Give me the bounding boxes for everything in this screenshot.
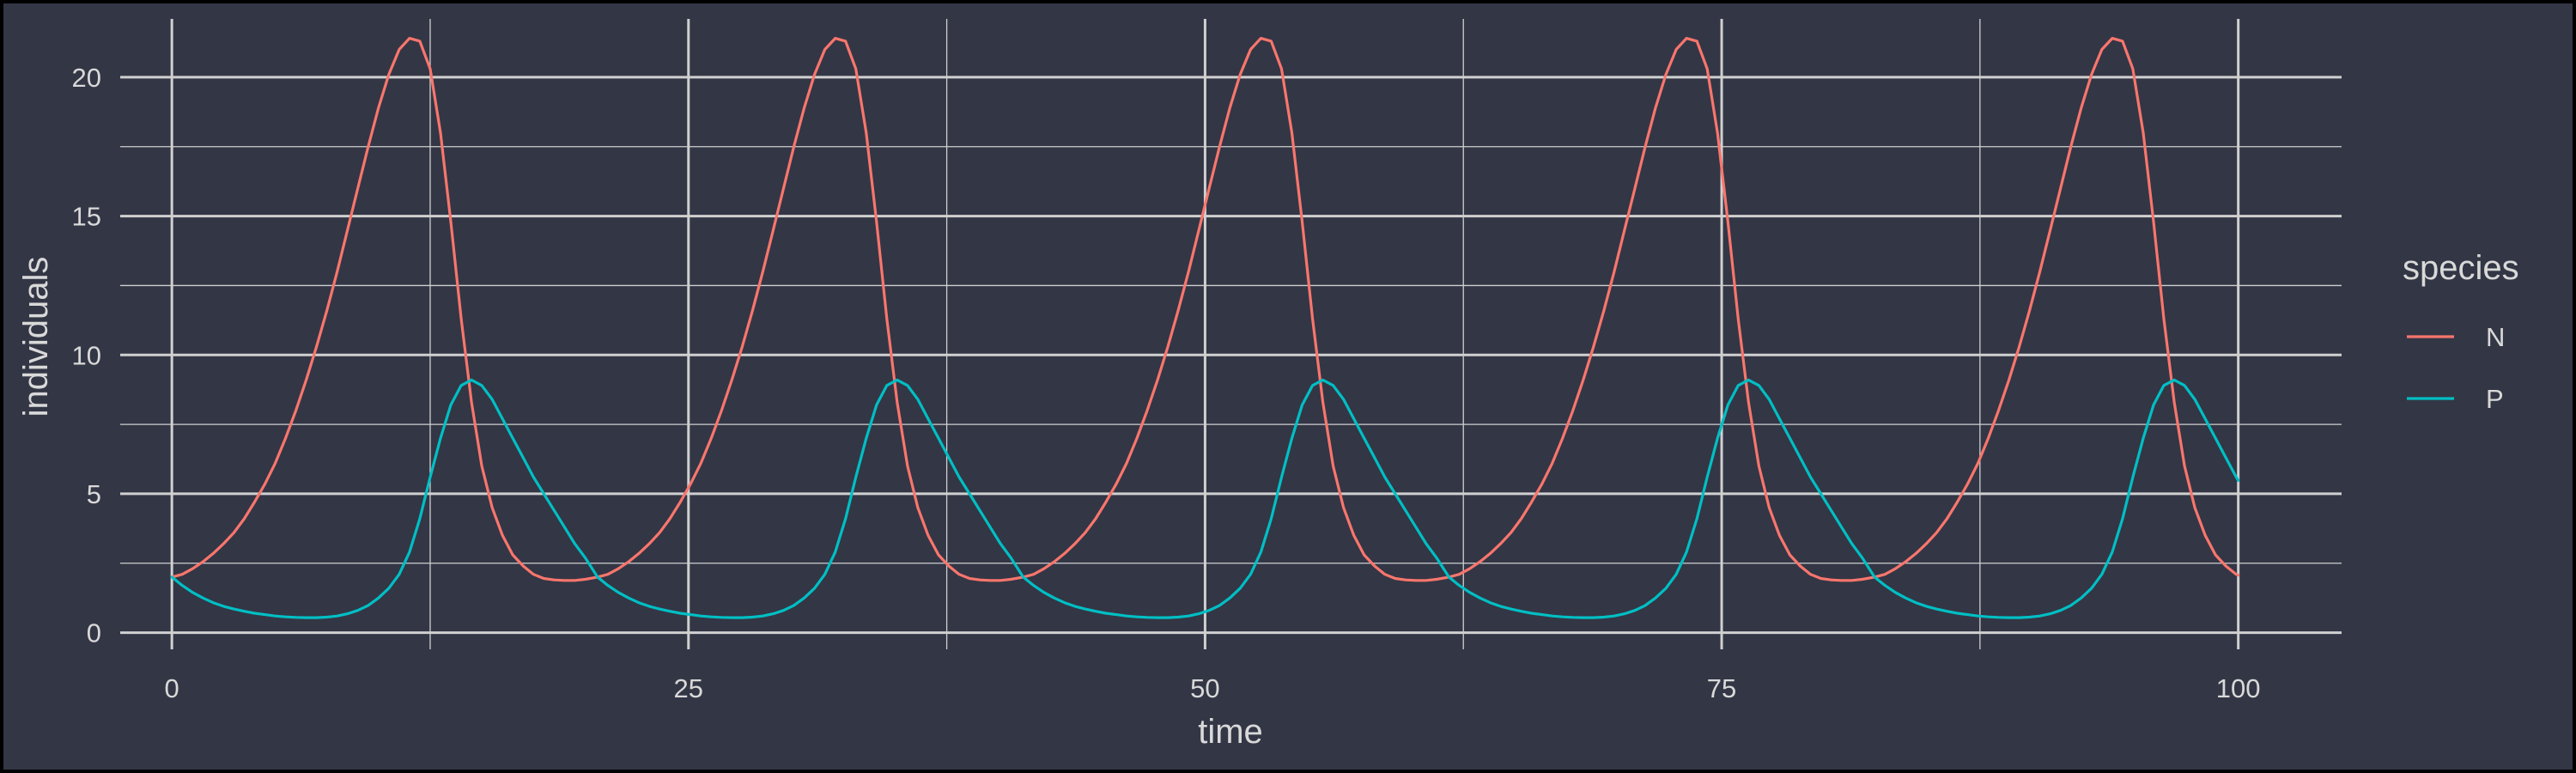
y-tick-label: 15 xyxy=(72,202,101,232)
tick-labels: 0 25 50 75 100 0 5 10 15 20 xyxy=(72,63,2261,703)
x-tick-label: 100 xyxy=(2216,673,2261,703)
x-tick-label: 0 xyxy=(165,673,179,703)
legend-items: NP xyxy=(2407,322,2505,414)
y-tick-label: 5 xyxy=(87,479,101,509)
legend: species NP xyxy=(2403,249,2519,414)
legend-label-P: P xyxy=(2486,384,2504,414)
x-axis-title: time xyxy=(1198,713,1263,751)
series-lines xyxy=(170,37,2240,619)
y-tick-label: 0 xyxy=(87,618,101,648)
legend-title: species xyxy=(2403,249,2519,287)
grid xyxy=(120,19,2342,649)
x-tick-label: 25 xyxy=(674,673,703,703)
x-tick-label: 75 xyxy=(1707,673,1736,703)
legend-label-N: N xyxy=(2486,322,2505,352)
y-tick-label: 10 xyxy=(72,340,101,370)
x-tick-label: 50 xyxy=(1190,673,1219,703)
y-tick-label: 20 xyxy=(72,63,101,93)
series-line-P xyxy=(170,378,2240,619)
series-line-N xyxy=(170,37,2240,582)
y-axis-title: individuals xyxy=(17,257,55,417)
